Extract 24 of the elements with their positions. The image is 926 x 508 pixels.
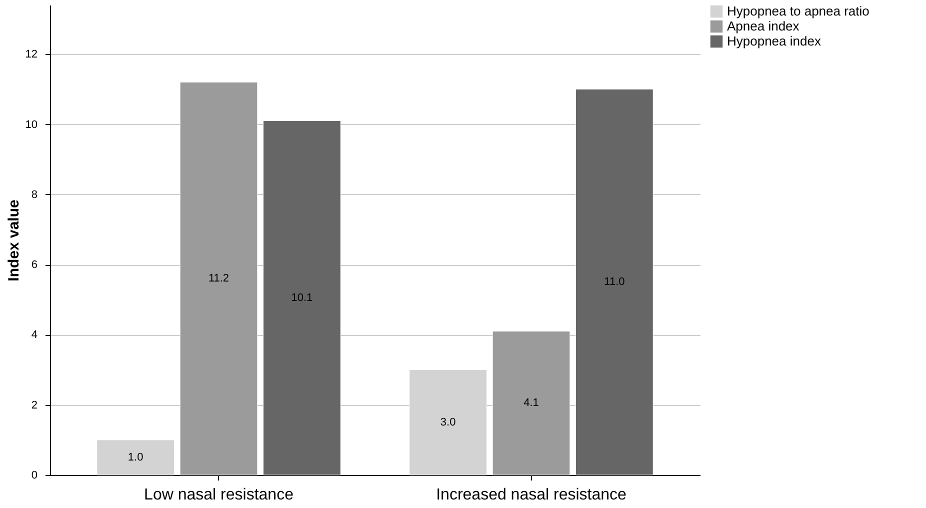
y-tick-label: 6 <box>31 259 38 272</box>
y-tick-label: 2 <box>31 399 38 412</box>
bar <box>180 82 258 476</box>
data-label: 10.1 <box>291 292 313 304</box>
bar <box>576 88 654 476</box>
data-label: 4.1 <box>524 397 539 410</box>
y-tick-label: 4 <box>31 329 38 342</box>
data-label: 1.0 <box>128 451 144 464</box>
y-tick-label: 8 <box>31 188 38 201</box>
x-tick-label: Low nasal resistance <box>144 486 294 504</box>
y-tick-label: 10 <box>25 118 38 131</box>
y-tick-label: 0 <box>31 470 38 482</box>
legend-label: Hypopnea to apnea ratio <box>727 4 870 18</box>
data-label: 11.0 <box>604 276 625 288</box>
y-axis-title: Index value <box>5 200 22 282</box>
data-label: 11.2 <box>208 272 230 285</box>
legend-label: Apnea index <box>727 18 800 34</box>
bar <box>492 330 570 476</box>
bar <box>96 440 174 476</box>
x-tick-label: Increased nasal resistance <box>436 486 627 504</box>
legend-label: Hypopnea index <box>727 34 822 48</box>
data-label: 3.0 <box>440 416 456 428</box>
y-tick-label: 12 <box>25 48 38 61</box>
bar <box>263 120 341 476</box>
